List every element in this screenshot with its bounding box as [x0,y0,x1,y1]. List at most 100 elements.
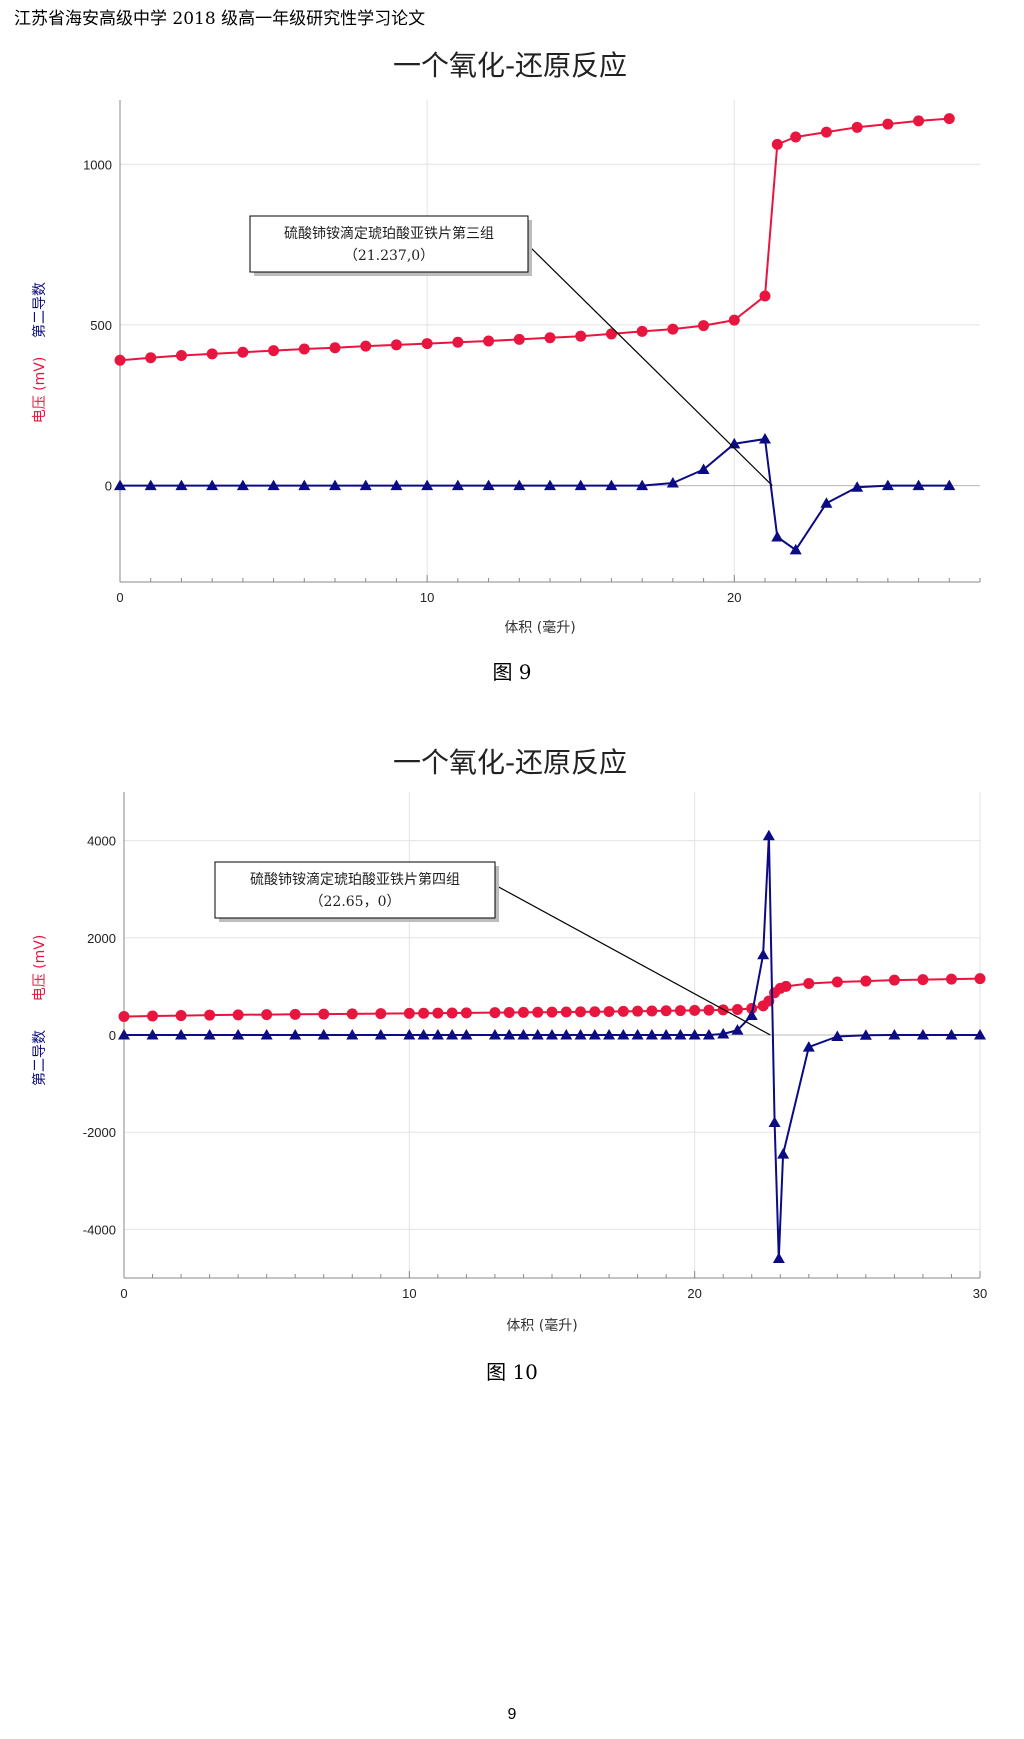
voltage-point [261,1009,273,1021]
x-axis-label: 体积 (毫升) [504,619,575,636]
derivative-point [881,479,894,491]
voltage-point [589,1006,601,1018]
y-axis-label-voltage: 电压 (mV) [32,357,48,424]
derivative-point [560,1029,573,1040]
voltage-point [145,352,157,364]
derivative-point [206,479,219,491]
voltage-point [503,1007,515,1019]
derivative-point [588,1029,601,1040]
voltage-point [575,1006,587,1018]
voltage-point [318,1008,330,1020]
y-tick-label: 0 [109,1028,116,1043]
derivative-point [346,1029,359,1040]
derivative-point [697,463,710,475]
derivative-point [759,433,771,444]
derivative-point [175,1029,188,1040]
voltage-point [360,340,372,352]
voltage-point [452,336,464,348]
voltage-point [617,1005,629,1017]
derivative-point [503,1029,516,1040]
derivative-point [777,1148,790,1159]
y-axis-label-derivative: 第二导数 [31,1030,48,1086]
derivative-point [359,479,372,491]
derivative-point [482,479,495,491]
voltage-point [403,1007,415,1019]
voltage-point [532,1006,544,1018]
derivative-point [888,1029,901,1040]
voltage-point [421,338,433,350]
derivative-point [916,1029,929,1040]
derivative-point [717,1028,730,1039]
derivative-point [488,1029,501,1040]
derivative-point [768,1116,781,1127]
derivative-point [574,479,587,491]
voltage-point [446,1007,458,1019]
derivative-point [974,1029,986,1040]
derivative-point [851,481,864,492]
derivative-point [605,479,618,491]
annotation-coords: （22.65，0） [310,894,401,910]
derivative-point [460,1029,473,1040]
voltage-point [698,320,710,332]
y-tick-label: 0 [105,479,112,494]
derivative-point [702,1029,715,1040]
voltage-point [605,328,617,340]
voltage-point [175,1010,187,1022]
derivative-point [820,497,833,508]
derivative-point [762,829,775,841]
derivative-point [267,479,280,491]
voltage-point [771,138,783,150]
x-tick-label: 20 [727,590,741,605]
derivative-point [118,1029,130,1040]
voltage-point [917,974,929,986]
voltage-point [860,975,872,987]
voltage-point [432,1007,444,1019]
x-tick-label: 20 [687,1286,701,1301]
annotation-leader-line [494,884,771,1036]
voltage-point [175,349,187,361]
chart-figure-10: 一个氧化-还原反应 0 10 20 30 -4000 -2000 0 2000 4000 体积 (毫… [31,746,987,1334]
chart-title: 一个氧化-还原反应 [393,746,627,779]
voltage-point [780,980,792,992]
y-tick-label: 1000 [83,157,112,172]
derivative-point [945,1029,958,1040]
derivative-point [317,1029,330,1040]
voltage-point [546,1006,558,1018]
x-tick-label: 10 [420,590,434,605]
voltage-point [204,1009,216,1021]
y-tick-label: 4000 [87,834,116,849]
voltage-point [232,1009,244,1021]
derivative-point [232,1029,245,1040]
derivative-point [298,479,311,491]
voltage-point [237,346,249,358]
voltage-point [206,348,218,360]
voltage-point [517,1006,529,1018]
derivative-point [417,1029,430,1040]
derivative-point [390,479,403,491]
derivative-point [745,1009,758,1021]
derivative-series-line [120,438,950,551]
derivative-point [789,543,802,555]
derivative-point [531,1029,544,1040]
derivative-point [757,948,770,960]
y-tick-label: 2000 [87,931,116,946]
derivative-point [446,1029,459,1040]
voltage-point [289,1008,301,1020]
derivative-point [236,479,249,491]
derivative-point [943,479,956,491]
derivative-point [660,1029,673,1040]
figure-caption: 图 9 [492,660,532,684]
derivative-point [636,479,649,491]
figure-caption: 图 10 [486,1360,538,1384]
annotation-title: 硫酸铈铵滴定琥珀酸亚铁片第三组 [284,225,494,242]
x-axis-label: 体积 (毫升) [506,1317,577,1334]
derivative-point [289,1029,302,1040]
voltage-point [790,131,802,143]
derivative-point [859,1029,872,1040]
voltage-point [636,325,648,337]
voltage-point [820,126,832,138]
voltage-point [346,1008,358,1020]
derivative-point [403,1029,416,1040]
page-number: 9 [507,1706,517,1723]
voltage-point [913,115,925,127]
